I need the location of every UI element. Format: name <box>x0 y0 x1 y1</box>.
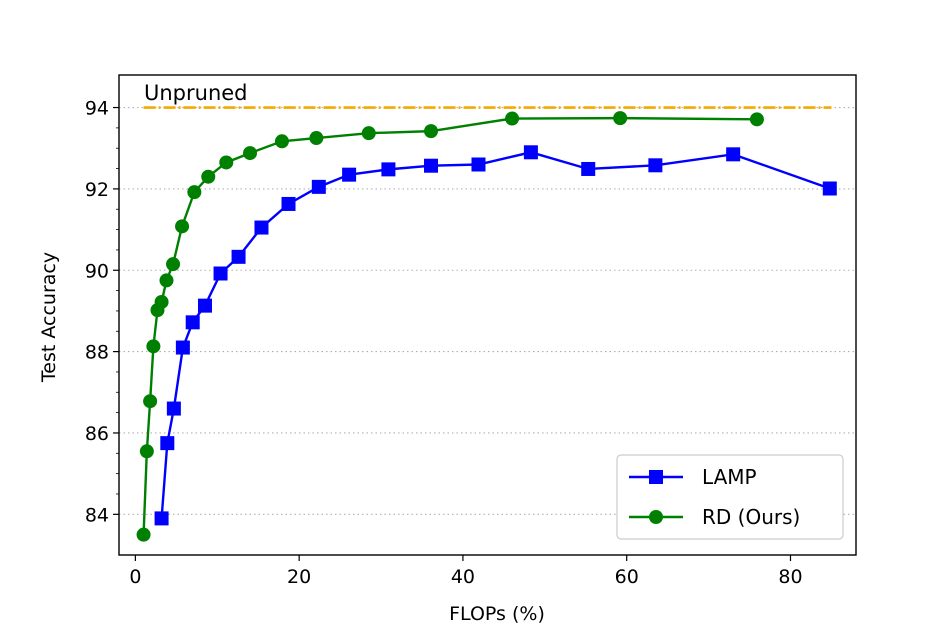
y-tick-label: 88 <box>85 342 109 364</box>
point-lamp <box>185 315 200 330</box>
point-rd <box>143 394 158 409</box>
point-rd <box>505 111 520 126</box>
x-tick-label: 0 <box>129 566 141 588</box>
point-lamp <box>175 340 190 355</box>
y-tick-label: 94 <box>85 98 109 120</box>
point-lamp <box>166 401 181 416</box>
point-rd <box>146 339 161 354</box>
point-lamp <box>213 266 228 281</box>
legend-marker-lamp <box>649 470 663 484</box>
point-rd <box>187 185 202 200</box>
y-tick-label: 90 <box>85 260 109 282</box>
x-tick-label: 40 <box>451 566 475 588</box>
grid-lines <box>119 106 856 515</box>
point-rd <box>175 219 190 234</box>
point-lamp <box>423 158 438 173</box>
point-rd <box>423 124 438 139</box>
point-rd <box>136 527 151 542</box>
point-lamp <box>197 298 212 313</box>
point-lamp <box>822 181 837 196</box>
point-rd <box>243 146 258 161</box>
point-rd <box>166 257 181 272</box>
x-tick-label: 20 <box>287 566 311 588</box>
y-axis-ticks: 84 86 88 90 92 94 <box>85 98 119 526</box>
point-lamp <box>281 196 296 211</box>
legend: LAMP RD (Ours) <box>616 454 844 540</box>
y-tick-label: 84 <box>85 504 109 526</box>
y-tick-label: 92 <box>85 179 109 201</box>
point-rd <box>361 126 376 141</box>
point-lamp <box>523 145 538 160</box>
legend-label-rd: RD (Ours) <box>702 505 800 529</box>
point-rd <box>219 155 234 170</box>
point-lamp <box>154 511 169 526</box>
point-lamp <box>648 158 663 173</box>
legend-label-lamp: LAMP <box>702 465 757 489</box>
unpruned-annotation: Unpruned <box>144 81 248 105</box>
plot-frame <box>118 74 857 556</box>
point-rd <box>613 111 628 126</box>
point-rd <box>274 134 289 149</box>
x-tick-label: 80 <box>778 566 802 588</box>
x-axis-label: FLOPs (%) <box>449 603 545 625</box>
point-rd <box>159 273 174 288</box>
legend-marker-rd <box>649 510 663 524</box>
point-lamp <box>471 157 486 172</box>
point-rd <box>201 169 216 184</box>
point-lamp <box>231 249 246 264</box>
point-lamp <box>581 161 596 176</box>
series-group <box>136 111 837 542</box>
point-lamp <box>311 179 326 194</box>
point-rd <box>749 112 764 127</box>
point-rd <box>139 444 154 459</box>
x-tick-label: 60 <box>615 566 639 588</box>
y-tick-label: 86 <box>85 423 109 445</box>
point-rd <box>154 294 169 309</box>
x-axis-ticks: 0 20 40 60 80 <box>129 555 803 588</box>
point-rd <box>309 131 324 146</box>
y-axis-label: Test Accuracy <box>38 252 60 383</box>
point-lamp <box>254 220 269 235</box>
point-lamp <box>160 436 175 451</box>
point-lamp <box>381 162 396 177</box>
point-lamp <box>726 147 741 162</box>
point-lamp <box>342 167 357 182</box>
